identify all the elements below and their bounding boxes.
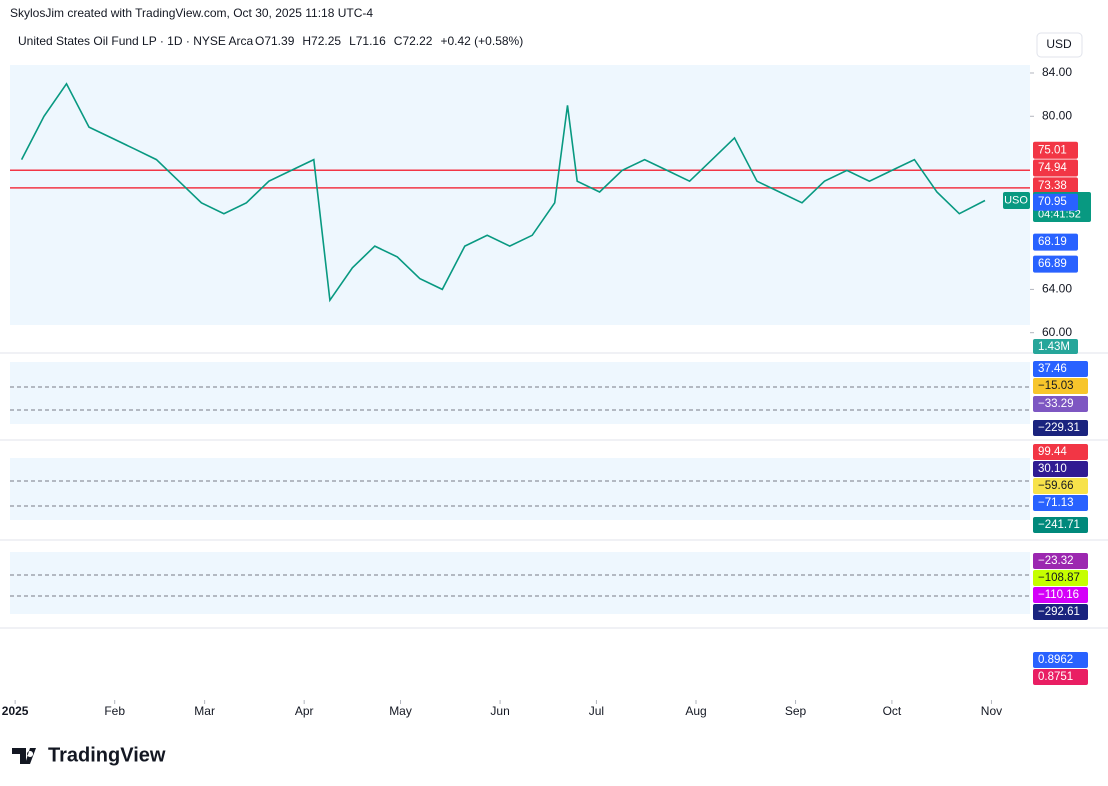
pane-badge xyxy=(1033,478,1088,494)
pane-badge xyxy=(1033,396,1088,412)
pane-shade xyxy=(10,362,1030,424)
y-tick-label: 80.00 xyxy=(1042,108,1072,122)
pane-badge xyxy=(1033,517,1088,533)
x-tick-label: Oct xyxy=(883,704,902,718)
pane-badge-label: −71.13 xyxy=(1038,497,1074,509)
y-tick-label: 84.00 xyxy=(1042,65,1072,79)
pane-guides xyxy=(10,386,1030,597)
pane-shade xyxy=(10,552,1030,614)
price-line xyxy=(20,82,986,303)
pane-badge-label: 0.8751 xyxy=(1038,671,1073,683)
ohlc-value: L71.16 xyxy=(349,34,386,48)
pane-badge-label: −229.31 xyxy=(1038,422,1080,434)
price-badge-label: 74.94 xyxy=(1038,162,1067,174)
currency-button[interactable] xyxy=(1036,32,1083,58)
price-badge-label: 70.95 xyxy=(1038,196,1067,208)
pane-badge xyxy=(1033,378,1088,394)
pane-badge xyxy=(1033,587,1088,603)
x-tick-label: 2025 xyxy=(2,704,29,718)
y-tick-label: 64.00 xyxy=(1042,282,1072,296)
ohlc-value: C72.22 xyxy=(394,34,433,48)
x-tick-label: Apr xyxy=(295,704,314,718)
price-badge xyxy=(1033,193,1078,211)
currency[interactable]: USD xyxy=(1046,37,1072,51)
x-tick-label: Feb xyxy=(104,704,125,718)
x-tick-label: Jun xyxy=(490,704,509,718)
y-tick-label: 60.00 xyxy=(1042,325,1072,339)
brand: TradingView xyxy=(48,744,166,766)
price-badge xyxy=(1033,141,1078,159)
pane-shade xyxy=(10,458,1030,520)
credit: SkylosJim created with TradingView.com, … xyxy=(10,6,373,20)
x-tick-label: Nov xyxy=(981,704,1002,718)
symbol-tag xyxy=(1003,191,1030,209)
pane-badge-label: −33.29 xyxy=(1038,398,1074,410)
x-tick-label: Jul xyxy=(589,704,604,718)
pane-badge-label: −15.03 xyxy=(1038,380,1074,392)
pane-badge xyxy=(1033,361,1088,377)
pane-badge-label: −108.87 xyxy=(1038,572,1080,584)
pane-badge-label: −241.71 xyxy=(1038,519,1080,531)
price-badge xyxy=(1033,177,1078,195)
ohlc-value: H72.25 xyxy=(302,34,341,48)
countdown: 04:41:52 xyxy=(1038,208,1081,220)
volume-label: 1.43M xyxy=(1038,341,1070,353)
pane-badge xyxy=(1033,652,1088,668)
price-badge xyxy=(1033,255,1078,273)
symbol-label: USO xyxy=(1004,194,1028,206)
price-badge-label: 73.38 xyxy=(1038,180,1067,192)
pane-badge-label: 30.10 xyxy=(1038,463,1067,475)
price-badge-label: 68.19 xyxy=(1038,236,1067,248)
pane-badge-label: 99.44 xyxy=(1038,446,1067,458)
pane-badge xyxy=(1033,604,1088,620)
pane-badge xyxy=(1033,495,1088,511)
pane-badge-label: 0.8962 xyxy=(1038,654,1073,666)
x-tick-label: Mar xyxy=(194,704,215,718)
pane-badge xyxy=(1033,444,1088,460)
pane-badge-label: −23.32 xyxy=(1038,555,1074,567)
x-tick-label: Aug xyxy=(685,704,706,718)
x-tick-label: May xyxy=(389,704,412,718)
price-badge-label: 66.89 xyxy=(1038,258,1067,270)
ohlc-value: O71.39 xyxy=(255,34,295,48)
chart-title: United States Oil Fund LP · 1D · NYSE Ar… xyxy=(18,34,254,48)
x-tick-label: Sep xyxy=(785,704,807,718)
ohlc-value: +0.42 (+0.58%) xyxy=(440,34,523,48)
pane-badge-label: −292.61 xyxy=(1038,606,1080,618)
pane-badge-label: −110.16 xyxy=(1038,589,1079,601)
price-badge xyxy=(1033,159,1078,177)
price-shade xyxy=(10,65,1030,325)
pane-badge xyxy=(1033,553,1088,569)
pane-badge xyxy=(1033,570,1088,586)
volume-badge xyxy=(1033,339,1078,354)
pane-badge-label: 37.46 xyxy=(1038,363,1067,375)
pane-badge xyxy=(1033,420,1088,436)
pane-badge-label: −59.66 xyxy=(1038,480,1074,492)
pane-badge xyxy=(1033,461,1088,477)
pane-badge xyxy=(1033,669,1088,685)
brand-logo xyxy=(12,748,36,764)
price-badge-label: 75.01 xyxy=(1038,144,1067,156)
price-badge xyxy=(1033,233,1078,251)
